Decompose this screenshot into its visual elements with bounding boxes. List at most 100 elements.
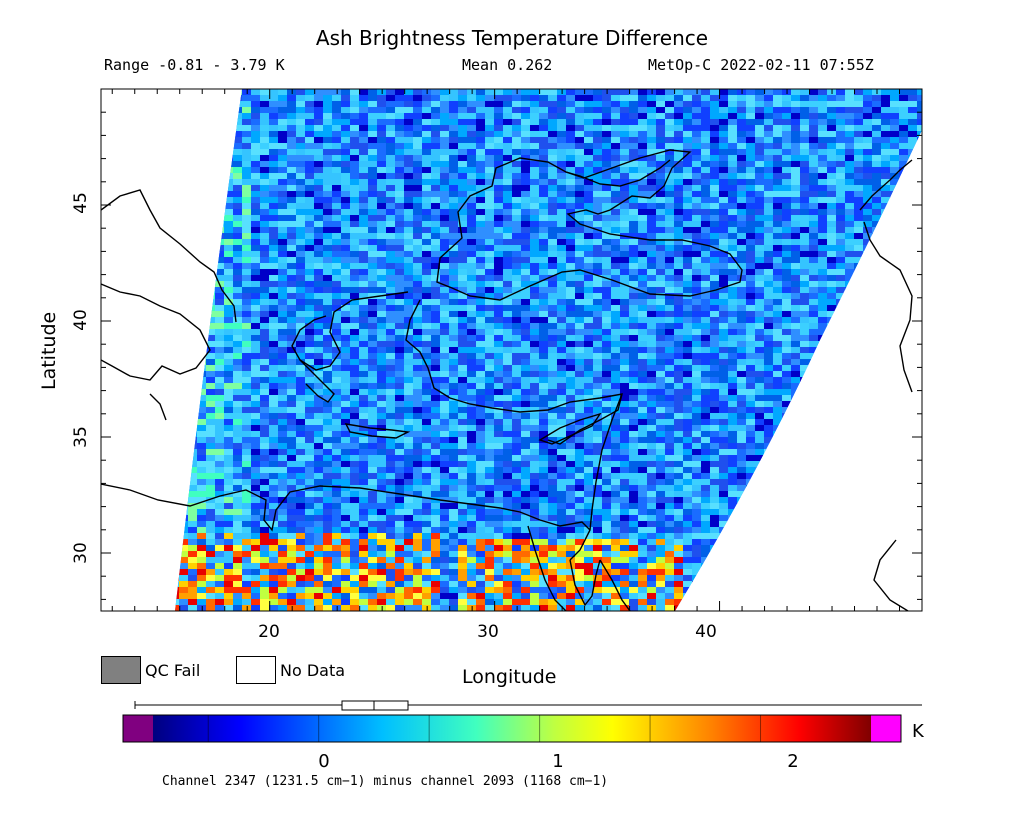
data-cell [755, 221, 765, 228]
data-cell [791, 341, 801, 348]
data-cell [908, 95, 918, 102]
data-cell [764, 143, 774, 150]
data-cell [449, 179, 459, 186]
data-cell [422, 281, 432, 288]
data-cell [827, 389, 837, 396]
data-cell [719, 89, 729, 96]
data-cell [719, 299, 729, 306]
data-cell [575, 275, 585, 282]
data-cell [728, 167, 738, 174]
data-cell [350, 107, 360, 114]
data-cell [485, 257, 495, 264]
data-cell [485, 269, 495, 276]
data-cell [260, 419, 270, 426]
data-cell [305, 233, 315, 240]
data-cell [575, 347, 585, 354]
data-cell [548, 377, 558, 384]
data-cell [845, 419, 855, 426]
data-cell [629, 305, 639, 312]
data-cell [521, 137, 531, 144]
data-cell [665, 401, 675, 408]
data-cell [386, 125, 396, 132]
data-cell [746, 101, 756, 108]
data-cell [674, 395, 684, 402]
data-cell [413, 341, 423, 348]
data-cell [359, 389, 369, 396]
data-cell [215, 179, 225, 186]
data-cell [175, 293, 180, 300]
data-cell [197, 383, 207, 390]
data-cell [494, 149, 504, 156]
data-cell [539, 179, 549, 186]
data-cell [593, 233, 603, 240]
data-cell [701, 365, 711, 372]
data-cell [908, 323, 918, 330]
data-cell [863, 377, 873, 384]
data-cell [395, 323, 405, 330]
data-cell [359, 197, 369, 204]
data-cell [287, 203, 297, 210]
data-cell [368, 437, 378, 444]
data-cell [278, 389, 288, 396]
data-cell [548, 275, 558, 282]
data-cell [251, 287, 261, 294]
data-cell [584, 161, 594, 168]
data-cell [845, 155, 855, 162]
data-cell [377, 263, 387, 270]
data-cell [575, 143, 585, 150]
data-cell [890, 119, 900, 126]
data-cell [359, 167, 369, 174]
data-cell [566, 335, 576, 342]
data-cell [647, 401, 657, 408]
data-cell [440, 179, 450, 186]
data-cell [251, 365, 261, 372]
data-cell [719, 395, 729, 402]
data-cell [863, 179, 873, 186]
data-cell [359, 311, 369, 318]
data-cell [647, 383, 657, 390]
data-cell [368, 443, 378, 450]
data-cell [872, 131, 882, 138]
data-cell [350, 89, 360, 96]
data-cell [557, 305, 567, 312]
data-cell [611, 293, 621, 300]
data-cell [881, 107, 891, 114]
data-cell [440, 275, 450, 282]
data-cell [791, 353, 801, 360]
data-cell [890, 245, 900, 252]
data-cell [656, 329, 666, 336]
data-cell [449, 95, 459, 102]
data-cell [845, 377, 855, 384]
data-cell [206, 371, 216, 378]
data-cell [674, 155, 684, 162]
data-cell [377, 347, 387, 354]
data-cell [917, 101, 922, 108]
data-cell [836, 95, 846, 102]
data-cell [629, 401, 639, 408]
data-cell [575, 389, 585, 396]
data-cell [260, 287, 270, 294]
data-cell [305, 419, 315, 426]
data-cell [692, 401, 702, 408]
data-cell [701, 95, 711, 102]
data-cell [827, 371, 837, 378]
data-cell [656, 215, 666, 222]
data-cell [215, 257, 225, 264]
data-cell [899, 215, 909, 222]
data-cell [710, 239, 720, 246]
data-cell [224, 419, 234, 426]
data-cell [512, 425, 522, 432]
data-cell [233, 305, 243, 312]
data-cell [206, 233, 216, 240]
data-cell [404, 221, 414, 228]
data-cell [674, 341, 684, 348]
data-cell [386, 245, 396, 252]
data-cell [422, 305, 432, 312]
data-cell [836, 275, 846, 282]
data-cell [872, 257, 882, 264]
data-cell [656, 305, 666, 312]
data-cell [431, 119, 441, 126]
data-cell [305, 425, 315, 432]
data-cell [224, 257, 234, 264]
data-cell [602, 149, 612, 156]
